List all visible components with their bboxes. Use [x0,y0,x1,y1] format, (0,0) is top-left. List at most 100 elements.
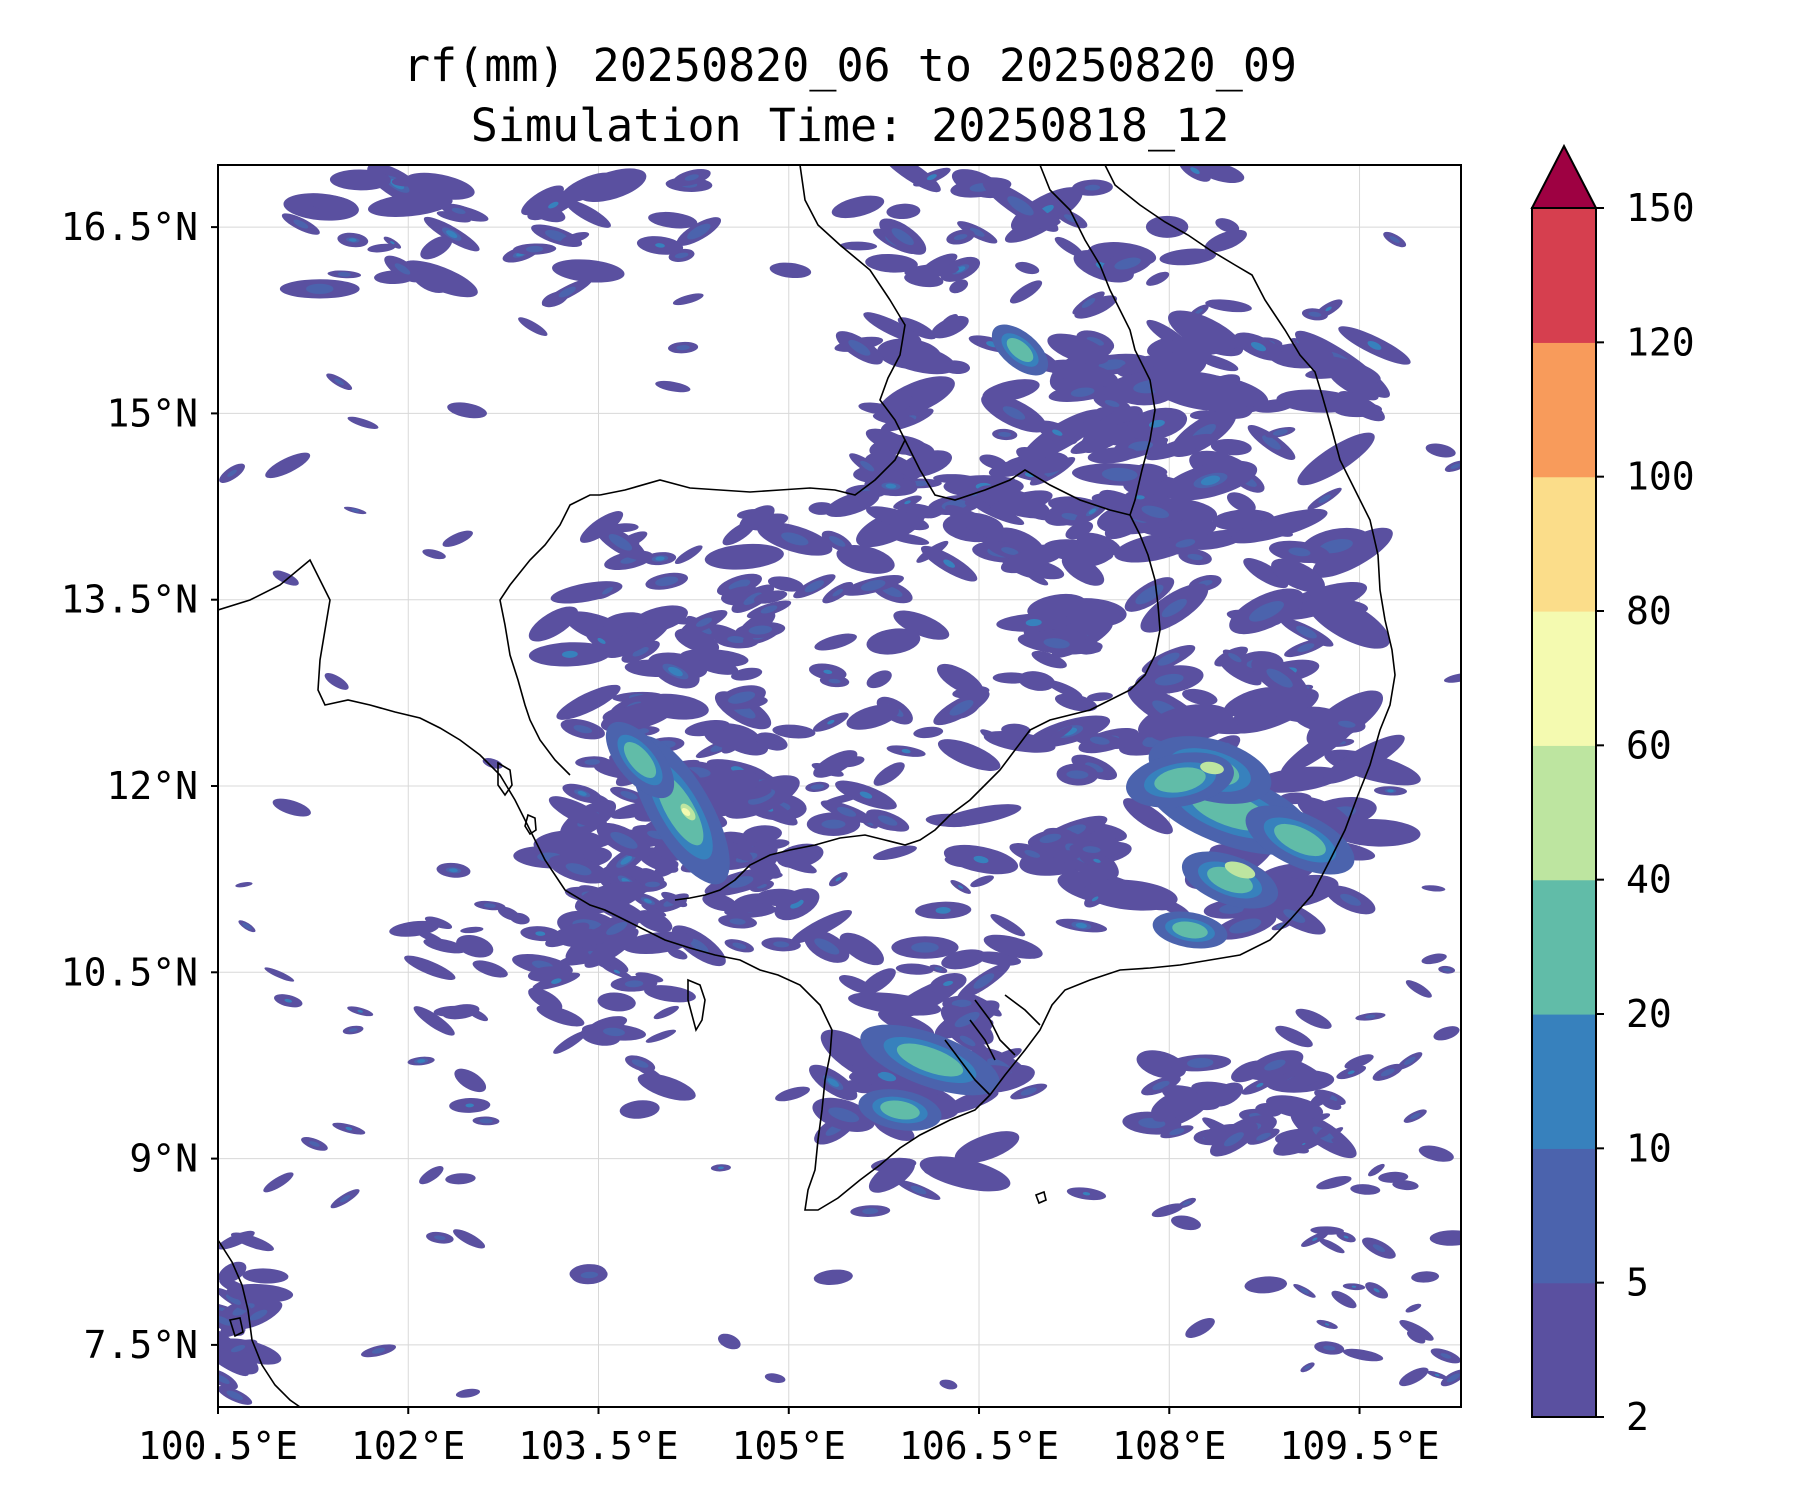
rain-cell [1389,236,1400,243]
rain-cell [1074,295,1118,319]
rain-cell [931,315,969,339]
thai-island [524,813,537,836]
rain-cell [684,174,699,181]
rain-cell [347,416,379,429]
rain-cell [422,549,446,560]
rain-cell [603,1027,625,1037]
rain-cell [689,938,709,954]
rain-cell [895,963,934,975]
rain-cell [1087,447,1138,464]
rain-cell [886,203,921,220]
rain-cell [1210,438,1252,456]
mekong-river-channels [944,994,1041,1096]
rain-cell [573,725,593,734]
rain-cell [728,691,756,704]
rain-cell [622,931,694,955]
rain-cell [832,588,844,597]
rain-cell [748,625,773,635]
rain-cell [263,1172,294,1193]
rain-cell [667,948,688,960]
rain-cell [1182,688,1218,706]
rain-cell [1323,1345,1336,1351]
rain-cell [760,605,778,614]
rain-cell [1249,601,1284,622]
rain-cell [860,460,875,472]
rain-cell [755,732,788,751]
rain-cell [1061,512,1080,521]
colorbar-segment [1532,1014,1596,1149]
rain-cell [415,929,445,944]
rain-cell [1230,508,1328,544]
rain-cell [828,678,841,684]
rain-cell [945,505,1008,542]
rain-cell [739,505,775,532]
rain-cell [1054,236,1084,257]
rain-cell [1259,697,1317,723]
rain-cell [810,784,825,790]
rain-cell [479,1118,493,1124]
rain-cell [827,1078,839,1087]
lon-tick-label: 102°E [351,1424,465,1468]
rain-cell [821,819,846,829]
rain-cell [813,750,858,778]
rain-cell [648,211,698,229]
rain-cell [755,888,802,907]
colorbar-tick-label: 10 [1626,1126,1672,1170]
lon-tick-label: 105°E [732,1424,846,1468]
rain-cell [848,339,871,356]
rain-cell [943,559,955,568]
rain-cell [655,576,679,587]
rain-cell [497,906,520,921]
rain-cell [775,1086,810,1102]
rain-cell [447,402,487,419]
rain-cell [272,798,311,817]
rain-cell [1295,1008,1332,1029]
rain-cell [226,1390,243,1401]
rain-cell [597,638,606,644]
rain-cell [419,1166,444,1185]
rain-cell [1043,638,1070,649]
rain-cell [829,536,846,547]
rain-cell [535,931,546,936]
rain-cell [1018,671,1056,691]
rain-cell [653,1005,679,1020]
rain-cell [953,234,968,240]
rain-cell [1380,1068,1395,1077]
rain-cell [1031,650,1067,669]
rain-cell [1405,1303,1422,1313]
rain-cell [897,317,937,340]
rain-cell [913,726,944,739]
rain-cell [433,1005,468,1017]
rain-cell [936,663,984,696]
rain-cell [1171,1215,1201,1231]
rain-cell [866,506,930,531]
colorbar-tick-label: 40 [1626,858,1672,902]
rain-cell [367,243,396,253]
rain-cell [753,590,788,604]
rain-cell [632,646,649,657]
rain-cell [1271,558,1325,593]
rain-cell [230,1345,246,1353]
rain-cell [846,704,899,730]
mainland-coastline [218,165,1396,1211]
rain-cell [645,1029,677,1043]
rain-cell [954,1131,1020,1164]
rain-cell [1274,823,1326,857]
rain-cell [879,342,956,375]
rain-cell [1321,1099,1342,1111]
rain-cell [980,729,1006,745]
rain-cell [742,825,782,843]
rain-cell [635,972,664,983]
title-line-2: Simulation Time: 20250818_12 [470,99,1230,152]
rain-cell [525,245,544,253]
rain-cell [1264,1059,1286,1071]
colorbar-tick-label: 60 [1626,723,1672,767]
rain-cell [230,1232,274,1252]
rain-cell [1024,849,1041,858]
lat-tick-label: 7.5°N [84,1323,198,1367]
rain-cell [859,791,873,799]
rain-cell [1054,693,1098,712]
rain-cell [1372,1244,1386,1253]
rain-cell [1091,896,1099,902]
